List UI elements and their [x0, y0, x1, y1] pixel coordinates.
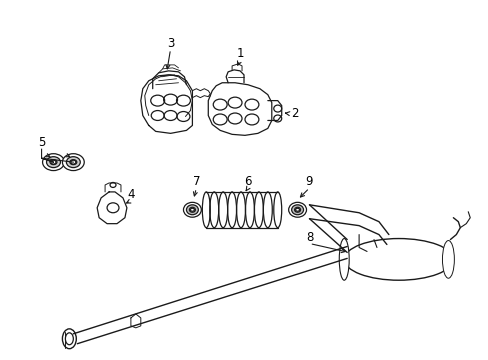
Text: 9: 9	[305, 175, 313, 189]
Ellipse shape	[288, 202, 306, 217]
Ellipse shape	[339, 239, 348, 280]
Text: 6: 6	[244, 175, 251, 189]
Ellipse shape	[62, 329, 76, 349]
Text: 5: 5	[38, 136, 45, 149]
Ellipse shape	[291, 205, 303, 215]
Ellipse shape	[202, 192, 210, 228]
Ellipse shape	[442, 240, 453, 278]
Ellipse shape	[70, 159, 77, 165]
Ellipse shape	[344, 239, 452, 280]
Text: 2: 2	[290, 107, 298, 120]
Text: 3: 3	[166, 37, 174, 50]
Ellipse shape	[294, 207, 300, 212]
Text: 1: 1	[236, 48, 244, 60]
Ellipse shape	[42, 154, 64, 171]
Ellipse shape	[273, 192, 281, 228]
Ellipse shape	[50, 159, 57, 165]
Ellipse shape	[186, 205, 198, 215]
Text: 4: 4	[127, 188, 134, 201]
Ellipse shape	[66, 157, 80, 168]
Ellipse shape	[62, 154, 84, 171]
Text: 8: 8	[305, 231, 312, 244]
Ellipse shape	[189, 207, 195, 212]
Ellipse shape	[46, 157, 61, 168]
Text: 7: 7	[192, 175, 200, 189]
Ellipse shape	[183, 202, 201, 217]
